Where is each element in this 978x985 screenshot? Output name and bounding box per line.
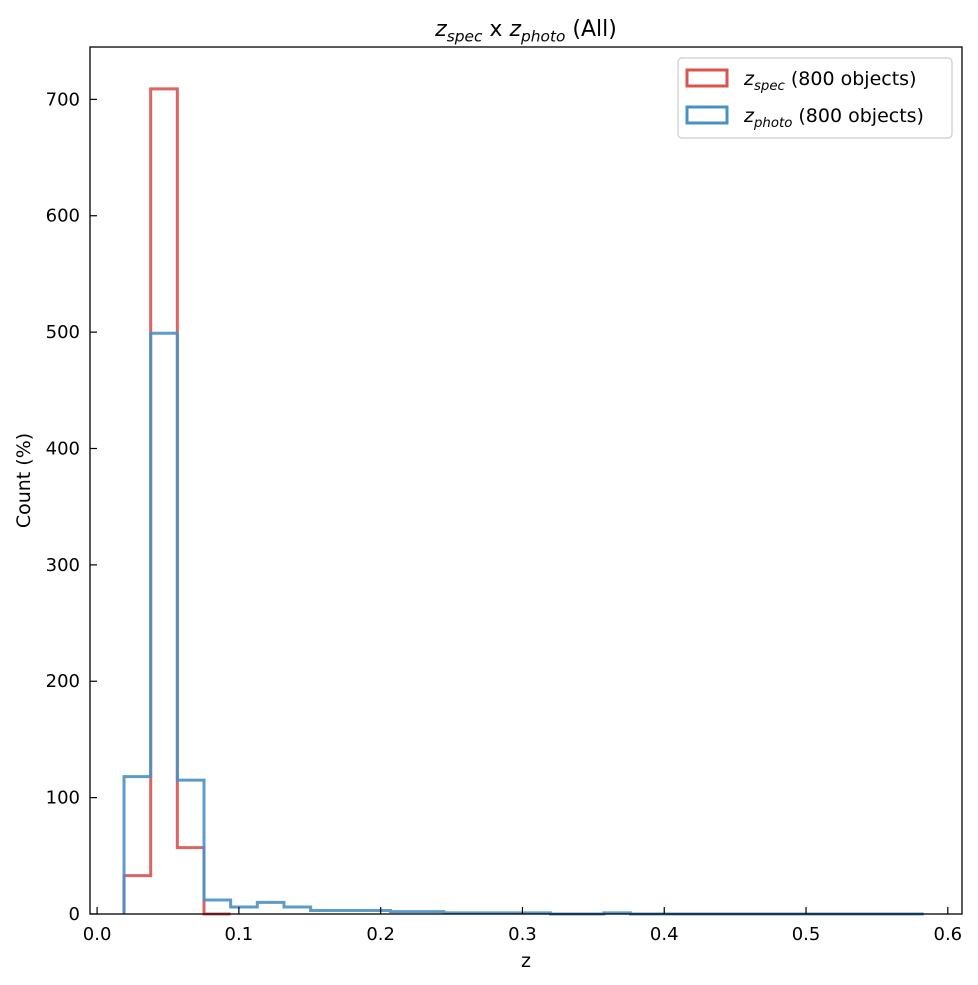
y-tick-label: 400 bbox=[46, 438, 80, 459]
legend: zspec (800 objects) zphoto (800 objects) bbox=[677, 57, 953, 139]
y-tick-label: 100 bbox=[46, 788, 80, 809]
axes-frame bbox=[89, 46, 963, 915]
y-tick-label: 700 bbox=[46, 89, 80, 110]
y-tick-label: 500 bbox=[46, 322, 80, 343]
chart-title: zspec x zphoto (All) bbox=[434, 17, 617, 46]
y-tick-label: 200 bbox=[46, 671, 80, 692]
x-tick-label: 0.3 bbox=[508, 924, 537, 945]
histogram-outline-1 bbox=[122, 331, 924, 916]
histogram-bar bbox=[257, 902, 284, 914]
histogram-bar bbox=[204, 900, 231, 914]
x-tick-label: 0.5 bbox=[792, 924, 821, 945]
legend-box bbox=[677, 57, 953, 139]
legend-swatch bbox=[685, 68, 729, 88]
legend-label: zphoto (800 objects) bbox=[743, 105, 924, 131]
histogram-bar bbox=[124, 876, 151, 914]
histogram-bar bbox=[151, 333, 178, 914]
legend-swatch bbox=[685, 105, 729, 125]
histogram-series-1 bbox=[122, 331, 924, 916]
y-tick-label: 600 bbox=[46, 206, 80, 227]
histogram-bars bbox=[122, 87, 924, 916]
x-tick-label: 0.4 bbox=[650, 924, 679, 945]
histogram-bar bbox=[177, 848, 204, 914]
histogram-bar bbox=[124, 777, 151, 914]
x-axis-ticks: 0.0 0.1 0.2 0.3 0.4 0.5 0.6 bbox=[83, 907, 962, 945]
y-tick-label: 0 bbox=[69, 904, 80, 925]
x-tick-label: 0.1 bbox=[225, 924, 254, 945]
x-tick-label: 0.2 bbox=[366, 924, 395, 945]
y-axis-ticks: 0 100 200 300 400 500 600 700 bbox=[46, 89, 97, 925]
x-tick-label: 0.0 bbox=[83, 924, 112, 945]
y-axis-label: Count (%) bbox=[13, 433, 35, 528]
legend-label: zspec (800 objects) bbox=[743, 68, 916, 94]
x-axis-label: z bbox=[521, 950, 531, 972]
y-tick-label: 300 bbox=[46, 555, 80, 576]
chart-title-text: zspec x zphoto (All) bbox=[434, 17, 617, 46]
histogram-bar bbox=[151, 89, 178, 914]
x-tick-label: 0.6 bbox=[934, 924, 963, 945]
